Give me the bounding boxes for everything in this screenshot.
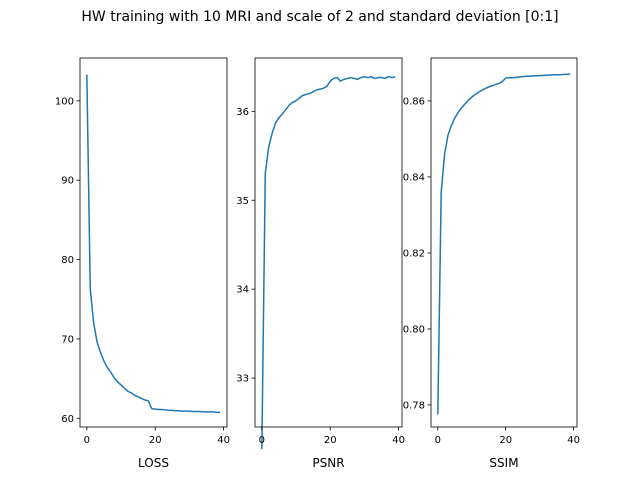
y-tick-label: 100 [55, 96, 74, 107]
y-tick-label: 35 [236, 196, 249, 207]
axes-frame [79, 57, 228, 428]
x-tick-label: 0 [435, 435, 441, 446]
x-axis-label: LOSS [138, 456, 169, 470]
y-tick-label: 70 [61, 334, 74, 345]
x-tick-label: 0 [84, 435, 90, 446]
y-tick-label: 33 [236, 374, 249, 385]
y-tick-label: 0.78 [403, 400, 425, 411]
x-axis-label: PSNR [312, 456, 344, 470]
x-axis-label: SSIM [489, 456, 518, 470]
y-tick-label: 80 [61, 255, 74, 266]
subplot-psnr: 0 20 40 33 34 35 36 PSNR [236, 57, 405, 470]
series-line-loss [86, 74, 221, 414]
y-tick-label: 90 [61, 176, 74, 187]
series-line-ssim [437, 73, 571, 415]
y-tick-label: 0.82 [403, 248, 425, 259]
x-tick-label: 20 [499, 435, 512, 446]
subplot-loss: 0 20 40 60 70 80 90 100 LOSS [55, 57, 230, 470]
axes-frame [430, 57, 578, 428]
x-tick-label: 40 [217, 435, 230, 446]
subplot-ssim: 0 20 40 0.78 0.80 0.82 0.84 0.86 SSIM [403, 57, 580, 470]
y-tick-label: 36 [236, 107, 249, 118]
y-tick-label: 60 [61, 414, 74, 425]
x-tick-label: 20 [324, 435, 337, 446]
y-tick-label: 34 [236, 285, 249, 296]
y-tick-label: 0.80 [403, 324, 425, 335]
x-tick-label: 20 [149, 435, 162, 446]
y-tick-label: 0.84 [403, 172, 425, 183]
subplot-panels: 0 20 40 60 70 80 90 100 LOSS 0 20 40 33 34 35 36 PSNR 0 20… [55, 57, 580, 470]
x-tick-label: 40 [567, 435, 580, 446]
figure-suptitle: HW training with 10 MRI and scale of 2 a… [81, 9, 558, 25]
y-tick-label: 0.86 [403, 96, 425, 107]
series-line-psnr [261, 75, 396, 450]
axes-frame [254, 57, 403, 428]
x-tick-label: 40 [392, 435, 405, 446]
x-tick-label: 0 [259, 435, 265, 446]
